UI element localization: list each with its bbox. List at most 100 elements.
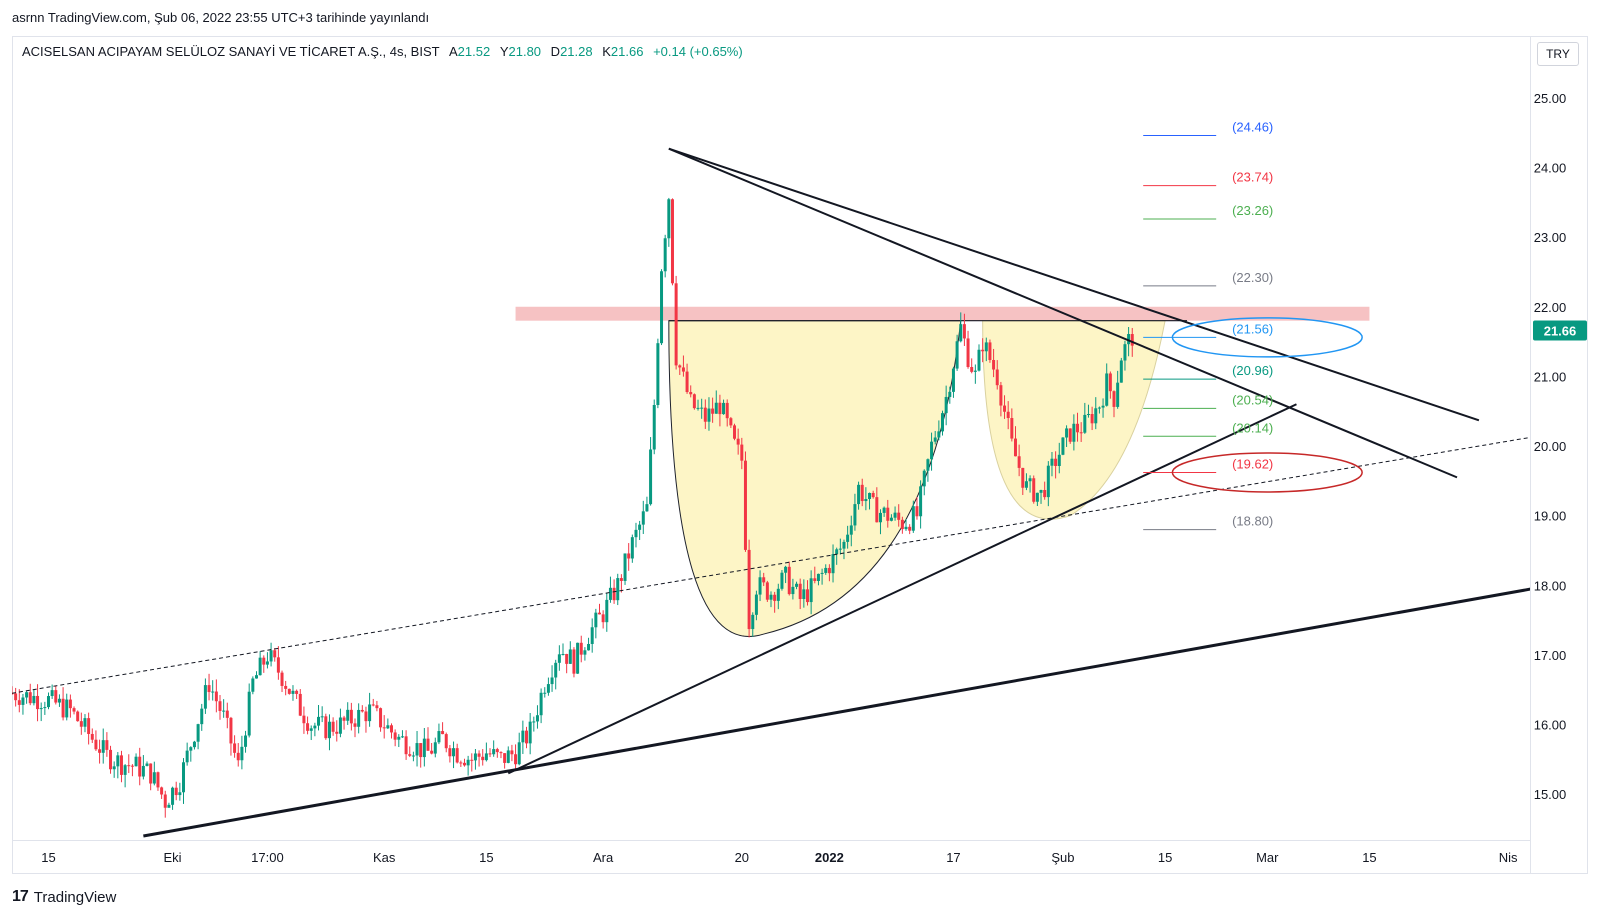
candle-body	[1079, 432, 1083, 434]
candle-body	[984, 342, 988, 352]
candle-body	[12, 693, 14, 695]
candle-body	[178, 792, 182, 796]
candle-body	[805, 589, 809, 603]
candle-body	[499, 752, 503, 754]
candle-body	[689, 392, 693, 395]
candle-body	[528, 721, 532, 744]
candle-body	[455, 748, 459, 763]
cup-pattern[interactable]	[668, 320, 962, 637]
candle-body	[1072, 423, 1076, 442]
candle-body	[459, 762, 463, 764]
candle-body	[820, 572, 824, 574]
level-label-6: (20.54)	[1232, 392, 1273, 407]
candle-body	[645, 504, 649, 512]
candle-body	[1068, 428, 1072, 442]
candle-body	[317, 716, 321, 726]
candle-body	[747, 549, 751, 630]
price-tick-1: 24.00	[1534, 160, 1567, 175]
currency-button[interactable]: TRY	[1537, 42, 1579, 66]
candle-body	[182, 762, 186, 793]
candle-body	[780, 572, 784, 589]
candle-body	[90, 733, 94, 740]
candle-body	[568, 649, 572, 664]
candle-body	[831, 554, 835, 574]
price-tick-9: 16.00	[1534, 718, 1567, 733]
resistance-zone[interactable]	[515, 306, 1370, 321]
ellipse-level-21-56[interactable]	[1171, 317, 1363, 358]
candle-body	[605, 599, 609, 623]
candle-body	[597, 612, 601, 615]
candle-body	[619, 578, 623, 581]
ellipse-level-19-62[interactable]	[1171, 452, 1363, 493]
candle-body	[908, 526, 912, 531]
descending-trendline-upper[interactable]	[668, 147, 1480, 422]
tradingview-logo-icon: 17	[12, 888, 29, 905]
candle-body	[926, 459, 930, 471]
candle-body	[525, 730, 529, 744]
candle-body	[324, 716, 328, 739]
candle-body	[824, 567, 828, 573]
candle-body	[335, 731, 339, 734]
candle-body	[50, 690, 54, 697]
candle-body	[185, 750, 189, 763]
ascending-trendline-long[interactable]	[143, 575, 1600, 838]
candle-body	[809, 578, 813, 603]
candle-body	[415, 743, 419, 756]
candle-body	[466, 759, 470, 766]
candle-body	[707, 408, 711, 422]
candle-body	[616, 578, 620, 601]
candle-body	[258, 657, 262, 676]
candle-body	[893, 512, 897, 518]
candle-body	[802, 589, 806, 599]
price-tick-8: 17.00	[1534, 648, 1567, 663]
dashed-trendline[interactable]	[12, 425, 1600, 694]
candle-body	[503, 753, 507, 763]
last-price-label: 21.66	[1544, 323, 1577, 338]
symbol-title[interactable]: ACISELSAN ACIPAYAM SELÜLOZ SANAYİ VE TİC…	[22, 44, 440, 59]
candle-body	[857, 484, 861, 505]
candle-body	[393, 732, 397, 740]
candle-body	[276, 657, 280, 673]
candle-body	[944, 396, 948, 414]
candle-body	[660, 271, 664, 344]
candle-body	[1003, 405, 1007, 412]
candle-body	[594, 612, 598, 628]
price-tick-10: 15.00	[1534, 787, 1567, 802]
candle-body	[853, 504, 857, 526]
level-label-8: (19.62)	[1232, 456, 1273, 471]
candle-body	[141, 765, 145, 777]
ascending-trendline-short[interactable]	[507, 403, 1297, 775]
candle-body	[798, 583, 802, 599]
candle-body	[612, 587, 616, 601]
candle-body	[849, 525, 853, 535]
candle-body	[627, 553, 631, 559]
candle-body	[988, 342, 992, 360]
candle-body	[758, 577, 762, 595]
chart-frame[interactable]	[12, 36, 1588, 874]
last-price-badge	[1533, 320, 1587, 341]
candle-body	[1061, 437, 1065, 455]
footer-brand[interactable]: 17 TradingView	[12, 888, 116, 906]
candle-body	[696, 407, 700, 409]
candle-body	[1065, 428, 1069, 438]
candle-body	[269, 650, 273, 662]
candle-body	[765, 582, 769, 600]
candle-body	[878, 512, 882, 523]
candle-body	[966, 338, 970, 368]
candle-body	[298, 693, 302, 716]
time-tick-4: 15	[479, 850, 493, 865]
candle-body	[265, 661, 269, 665]
candle-body	[634, 529, 638, 538]
publication-info: asrnn TradingView.com, Şub 06, 2022 23:5…	[12, 10, 430, 25]
candle-body	[711, 408, 715, 414]
candle-body	[623, 553, 627, 581]
candle-body	[404, 736, 408, 755]
candle-body	[751, 614, 755, 630]
level-label-5: (20.96)	[1232, 363, 1273, 378]
descending-trendline-lower[interactable]	[668, 147, 1458, 479]
candle-body	[441, 731, 445, 735]
level-label-9: (18.80)	[1232, 514, 1273, 529]
candle-body	[638, 524, 642, 530]
candle-body	[1010, 418, 1014, 439]
